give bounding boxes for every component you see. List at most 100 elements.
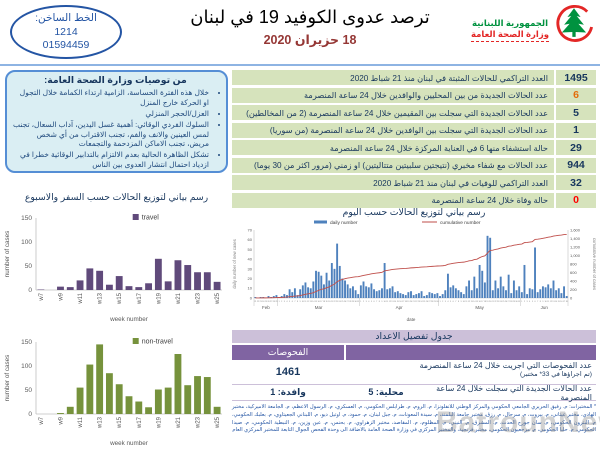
svg-text:10: 10: [248, 286, 253, 291]
stat-label: حالة استشفاء منها 6 في العناية المركزة خ…: [232, 140, 554, 155]
svg-text:week number: week number: [109, 440, 148, 447]
svg-text:non-travel: non-travel: [142, 339, 174, 346]
title-block: ترصد عدوى الكوفيد 19 في لبنان 18 حزيران …: [130, 7, 490, 47]
svg-text:w7: w7: [39, 416, 45, 425]
svg-text:200: 200: [570, 287, 577, 292]
svg-text:800: 800: [570, 261, 577, 266]
stat-value: 6: [556, 88, 596, 103]
svg-text:cumulative number of cases: cumulative number of cases: [592, 238, 596, 290]
stat-label: عدد الحالات الجديدة التي سجلت بين المقيم…: [232, 105, 554, 120]
svg-text:w15: w15: [117, 416, 123, 429]
stat-row: 29 حالة استشفاء منها 6 في العناية المركز…: [232, 140, 596, 155]
svg-text:1,200: 1,200: [570, 244, 581, 249]
recommendations-list: خلال هذه الفترة الحساسة، الزامية ارتداء …: [11, 88, 220, 170]
svg-text:w15: w15: [117, 292, 123, 305]
stat-value: 32: [556, 175, 596, 190]
svg-text:Feb: Feb: [262, 305, 270, 310]
svg-text:w21: w21: [176, 292, 182, 305]
stat-value: 0: [556, 193, 596, 208]
details-table: جدول تفصيل الاعداد الفحوصات عدد الفحوصات…: [232, 330, 596, 401]
svg-text:100: 100: [21, 239, 32, 246]
hotline-badge: الخط الساخن: 1214 01594459: [10, 5, 122, 59]
recommendation-item: العزل/الحجر المنزلي: [13, 109, 209, 119]
daily-chart-title: رسم بياني لتوزيع الحالات حسب اليوم: [232, 207, 596, 218]
svg-text:w9: w9: [59, 416, 65, 425]
stat-label: حالة وفاة خلال 24 ساعة المنصرمة: [232, 193, 554, 208]
svg-text:40: 40: [248, 257, 253, 262]
details-table-header: الفحوصات: [232, 345, 596, 360]
hotline-label: الخط الساخن:: [12, 12, 120, 26]
svg-text:w17: w17: [137, 292, 143, 305]
svg-text:w7: w7: [39, 292, 45, 301]
local-cases-value: محلية: 5: [346, 385, 426, 400]
page-title: ترصد عدوى الكوفيد 19 في لبنان: [130, 7, 490, 28]
header-desc-cell: [346, 345, 596, 360]
svg-text:number of cases: number of cases: [4, 355, 11, 402]
weekly-chart-title: رسم بياني لتوزيع الحالات حسب السفر والاس…: [5, 192, 228, 203]
stat-value: 1: [556, 123, 596, 138]
svg-text:400: 400: [570, 278, 577, 283]
hotline-short-number: 1214: [12, 26, 120, 40]
svg-text:week number: week number: [109, 316, 148, 323]
svg-text:w13: w13: [98, 416, 104, 429]
svg-text:travel: travel: [142, 215, 160, 222]
svg-text:w9: w9: [59, 292, 65, 301]
svg-text:50: 50: [25, 263, 33, 270]
svg-text:150: 150: [21, 339, 32, 346]
svg-text:number of cases: number of cases: [4, 231, 11, 278]
stat-row: 32 العدد التراكمي للوفيات في لبنان منذ 2…: [232, 175, 596, 190]
recommendation-item: السلوك الفردي الوقائي: أهمية غسل اليدين،…: [13, 120, 209, 150]
stat-label: عدد الحالات الجديدة من بين المحليين والو…: [232, 88, 554, 103]
header-divider: [0, 64, 600, 66]
recommendations-box: من توصيات وزارة الصحة العامة: خلال هذه ا…: [5, 70, 228, 173]
tests-label: عدد الفحوصات التي اجريت خلال 24 ساعة الم…: [346, 360, 596, 384]
stat-value: 1495: [556, 70, 596, 85]
watermark: BatrounNews: [436, 406, 600, 440]
svg-text:20: 20: [248, 276, 253, 281]
svg-text:daily number: daily number: [330, 220, 358, 226]
stat-row: 0 حالة وفاة خلال 24 ساعة المنصرمة: [232, 193, 596, 208]
tests-header-cell: الفحوصات: [232, 345, 344, 360]
stat-value: 29: [556, 140, 596, 155]
svg-text:w23: w23: [196, 416, 202, 429]
svg-text:1,400: 1,400: [570, 236, 581, 241]
svg-text:100: 100: [21, 363, 32, 370]
svg-text:w17: w17: [137, 416, 143, 429]
svg-text:Jun: Jun: [541, 305, 549, 310]
svg-text:150: 150: [21, 215, 32, 222]
svg-text:30: 30: [248, 266, 253, 271]
details-table-title: جدول تفصيل الاعداد: [232, 330, 596, 343]
cedar-icon: [552, 3, 596, 56]
recommendation-item: خلال هذه الفترة الحساسة، الزامية ارتداء …: [13, 88, 209, 108]
new-cases-label: عدد الحالات الجديدة التي سجلت خلال 24 سا…: [428, 385, 596, 400]
stat-row: 5 عدد الحالات الجديدة التي سجلت بين المق…: [232, 105, 596, 120]
svg-text:date: date: [407, 317, 416, 322]
svg-text:50: 50: [25, 387, 33, 394]
svg-text:cumulative number: cumulative number: [440, 220, 481, 226]
svg-text:May: May: [475, 305, 484, 310]
stat-row: 1495 العدد التراكمي للحالات المثبتة في ل…: [232, 70, 596, 85]
ministry-name: الجمهورية اللبنانية وزارة الصحة العامة: [471, 18, 549, 42]
recommendation-item: تشكل الظاهرة الحالية بعدم الالتزام بالتد…: [13, 150, 209, 170]
svg-text:daily number of new cases: daily number of new cases: [232, 239, 237, 289]
tests-row: عدد الفحوصات التي اجريت خلال 24 ساعة الم…: [232, 360, 596, 385]
ministry-name-line1: الجمهورية اللبنانية: [471, 18, 549, 29]
ministry-name-line2: وزارة الصحة العامة: [471, 29, 549, 42]
stat-value: 5: [556, 105, 596, 120]
stat-label: عدد الحالات مع شفاء مخبري (نتيجتين سلبيت…: [232, 158, 554, 173]
stats-table: 1495 العدد التراكمي للحالات المثبتة في ل…: [232, 70, 596, 208]
svg-text:Mar: Mar: [315, 305, 323, 310]
svg-text:70: 70: [248, 227, 253, 232]
stat-label: العدد التراكمي للوفيات في لبنان منذ 21 ش…: [232, 175, 554, 190]
stat-row: 6 عدد الحالات الجديدة من بين المحليين وا…: [232, 88, 596, 103]
report-date: 18 حزيران 2020: [130, 32, 490, 47]
svg-text:0: 0: [28, 287, 32, 294]
svg-text:w23: w23: [196, 292, 202, 305]
svg-text:0: 0: [250, 295, 253, 300]
moph-logo: الجمهورية اللبنانية وزارة الصحة العامة: [492, 3, 596, 56]
arrival-cases-value: وافدة: 1: [232, 385, 344, 400]
